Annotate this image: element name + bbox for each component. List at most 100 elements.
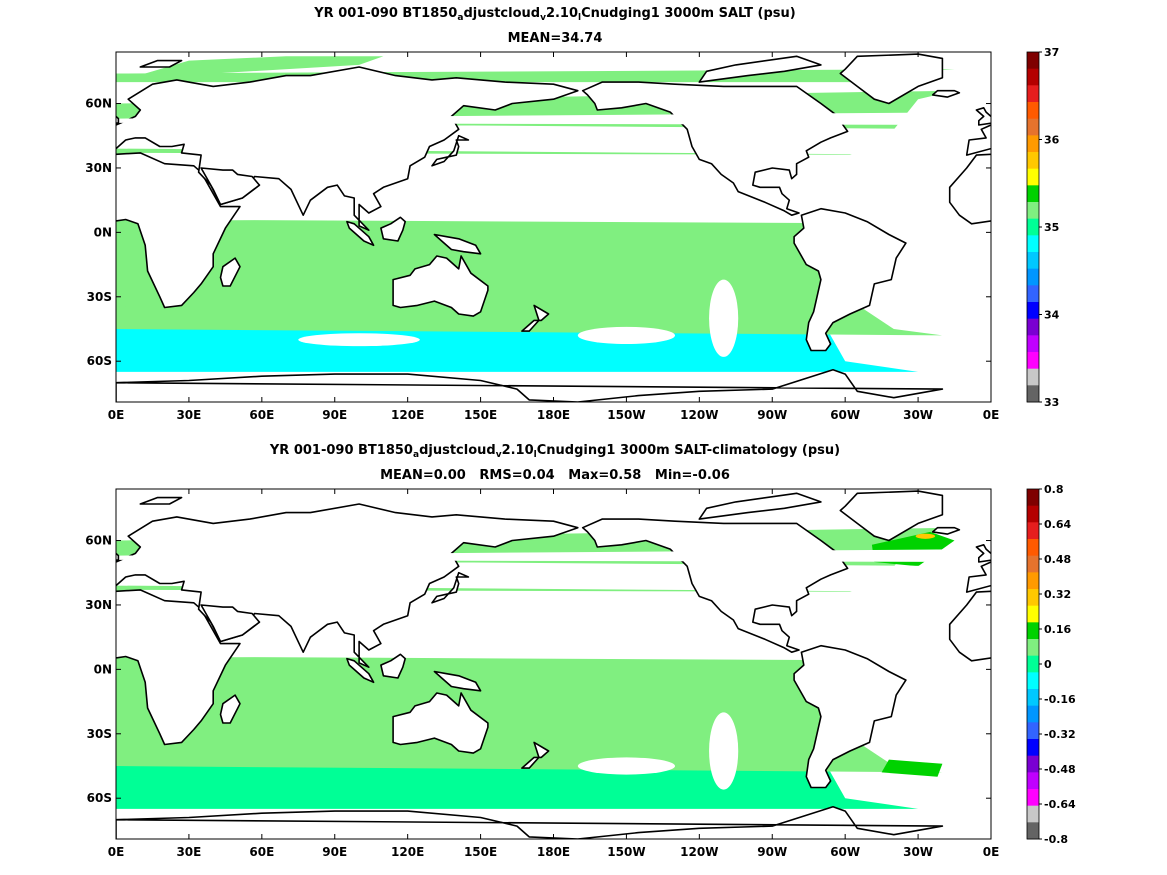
x-tick-label: 30W [903,845,933,859]
colorbar-swatch [1027,285,1039,303]
land-madagascar [219,694,241,724]
x-tick-label: 180E [537,845,570,859]
colorbar-tick-label: 34 [1044,309,1060,322]
salinity-gap-1 [577,326,676,345]
map-field [116,489,991,839]
bottom-panel-title: YR 001-090 BT1850adjustcloudv2.10lCnudgi… [269,443,841,460]
colorbar-swatch [1027,489,1039,507]
colorbar: 37 36 35 34 33 [1026,46,1060,409]
y-tick-label: 30S [87,727,112,741]
colorbar-swatch [1027,268,1039,286]
colorbar-swatch [1027,689,1039,707]
colorbar-swatch [1027,235,1039,253]
x-tick-label: 60W [830,845,860,859]
x-tick-label: 0E [983,845,1000,859]
colorbar-tick-label: 35 [1044,221,1059,234]
land-africa-east [116,589,241,746]
colorbar-swatch [1027,572,1039,590]
y-tick-label: 60N [85,97,112,111]
x-tick-label: 30W [903,408,933,422]
x-tick-label: 120E [391,408,424,422]
land-newzealand [521,304,550,332]
colorbar-swatch [1027,822,1039,840]
colorbar-swatch [1027,739,1039,757]
colorbar-swatch [1027,555,1039,573]
x-tick-label: 120W [680,845,718,859]
colorbar-swatch [1027,805,1039,823]
colorbar-swatch [1027,252,1039,270]
colorbar-swatch [1027,772,1039,790]
anomaly-gap-1 [577,757,676,775]
colorbar-swatch [1027,522,1039,540]
colorbar-tick-label: 33 [1044,396,1059,409]
land-africa-west [948,153,991,225]
colorbar-swatch [1027,135,1039,153]
colorbar-swatch [1027,68,1039,86]
salinity-gap-2 [709,279,739,357]
x-tick-label: 90E [322,845,347,859]
land-eurasia-west [965,561,991,593]
y-tick-label: 0N [94,225,112,239]
y-tick-label: 0N [94,662,112,676]
land-sumatra [346,220,375,247]
land-britain-mask [118,544,987,562]
colorbar-swatch [1027,352,1039,370]
land-svalbard [139,496,183,505]
x-tick-label: 0E [108,408,125,422]
x-tick-label: 90W [757,845,787,859]
colorbar-swatch [1027,335,1039,353]
land-britain-east [116,115,120,125]
colorbar-swatch [1027,318,1039,336]
colorbar-tick-label: 0.48 [1044,553,1071,566]
colorbar-swatch [1027,539,1039,557]
colorbar-swatch [1027,789,1039,807]
colorbar-swatch [1027,52,1039,70]
colorbar-swatch [1027,168,1039,186]
x-tick-label: 150E [464,408,497,422]
colorbar-swatch [1027,505,1039,523]
colorbar-swatch [1027,655,1039,673]
colorbar-swatch [1027,202,1039,220]
land-newguinea [433,233,482,255]
colorbar-swatch [1027,385,1039,403]
colorbar-swatch [1027,755,1039,773]
colorbar-tick-label: -0.48 [1044,763,1076,776]
x-tick-label: 0E [983,408,1000,422]
colorbar-tick-label: -0.16 [1044,693,1076,706]
colorbar-tick-label: 0.32 [1044,588,1071,601]
land-australia [392,692,489,754]
land-eurasia-west [965,124,991,156]
bottom-panel-subtitle: MEAN=0.00 RMS=0.04 Max=0.58 Min=-0.06 [380,468,730,483]
x-tick-label: 150W [607,408,645,422]
land-australia [392,255,489,317]
land-iceland-west [931,526,961,535]
anomaly-south-atlantic [881,759,943,777]
colorbar-tick-label: -0.32 [1044,728,1076,741]
colorbar-tick-label: -0.64 [1044,798,1076,811]
y-tick-label: 30N [85,598,112,612]
land-japan [431,571,470,604]
land-arcticislands [698,492,822,520]
land-samerica [793,644,907,789]
colorbar-swatch [1027,705,1039,723]
colorbar-swatch [1027,605,1039,623]
colorbar-tick-label: 0.64 [1044,518,1071,531]
land-greenland [839,490,944,542]
top-panel-subtitle: MEAN=34.74 [507,31,603,46]
salinity-gap-3 [298,333,420,347]
anomaly-gap-2 [709,712,739,790]
map-field [116,52,991,402]
x-tick-label: 180E [537,408,570,422]
colorbar-tick-label: -0.8 [1044,833,1068,846]
x-tick-label: 90W [757,408,787,422]
land-antarctica [116,368,944,402]
x-tick-label: 120E [391,845,424,859]
x-tick-label: 30E [176,845,201,859]
colorbar-tick-label: 0.8 [1044,483,1064,496]
land-samerica [793,207,907,352]
top-panel-title: YR 001-090 BT1850adjustcloudv2.10lCnudgi… [314,6,796,23]
land-greenland [839,53,944,105]
colorbar-swatch [1027,302,1039,320]
land-britain-mask [118,107,987,125]
